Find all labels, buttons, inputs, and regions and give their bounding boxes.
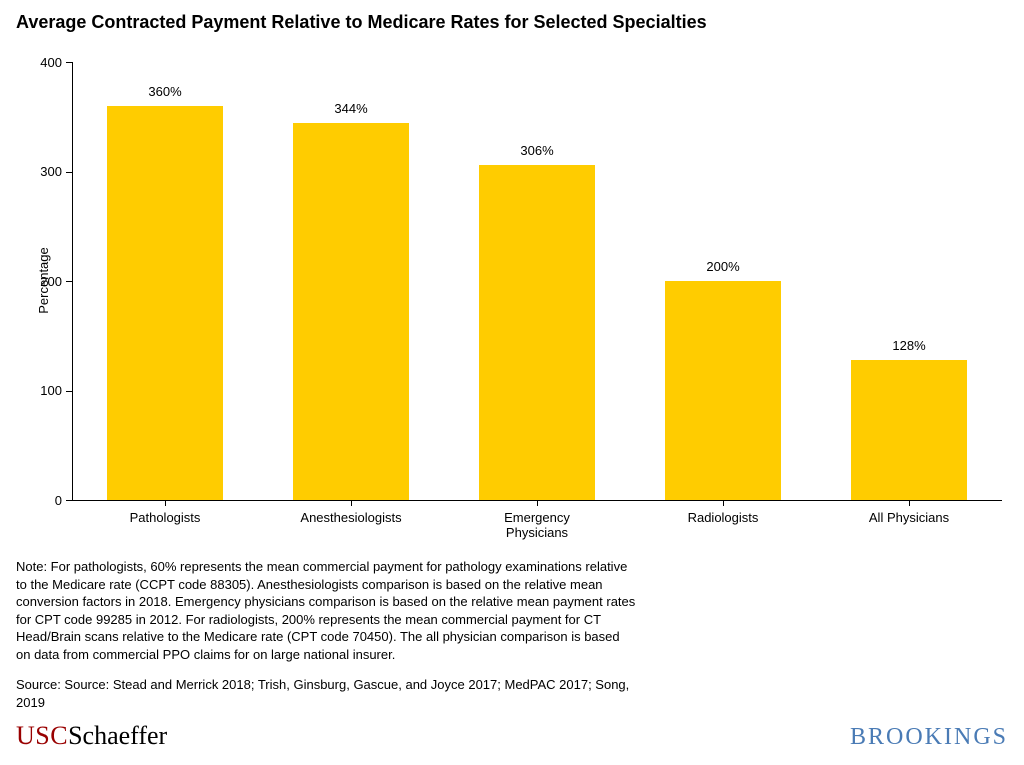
x-tick-label: EmergencyPhysicians [444, 510, 630, 540]
y-tick-label: 400 [22, 55, 62, 70]
bar [665, 281, 780, 500]
x-tick-label: Radiologists [630, 510, 816, 525]
x-tick-mark [537, 500, 538, 506]
usc-logo-text: USC [16, 721, 68, 750]
y-tick-label: 0 [22, 493, 62, 508]
bar [107, 106, 222, 500]
x-tick-label: All Physicians [816, 510, 1002, 525]
y-tick-mark [66, 500, 72, 501]
y-tick-mark [66, 62, 72, 63]
bar-value-label: 360% [148, 84, 181, 99]
schaeffer-logo-text: Schaeffer [68, 721, 167, 750]
bar-value-label: 344% [334, 101, 367, 116]
y-tick-mark [66, 281, 72, 282]
usc-schaeffer-logo: USCSchaeffer [16, 721, 167, 751]
bar-value-label: 306% [520, 143, 553, 158]
x-tick-label: Pathologists [72, 510, 258, 525]
bar-value-label: 128% [892, 338, 925, 353]
x-tick-mark [909, 500, 910, 506]
x-tick-mark [165, 500, 166, 506]
chart-title: Average Contracted Payment Relative to M… [16, 12, 707, 33]
brookings-logo: BROOKINGS [850, 724, 1008, 751]
y-tick-label: 300 [22, 164, 62, 179]
bar [479, 165, 594, 500]
y-tick-mark [66, 172, 72, 173]
source-text: Source: Source: Stead and Merrick 2018; … [16, 676, 636, 711]
bar [851, 360, 966, 500]
y-tick-label: 100 [22, 383, 62, 398]
bar-chart: 0100200300400Percentage360%Pathologists3… [72, 62, 1002, 500]
x-tick-label: Anesthesiologists [258, 510, 444, 525]
x-tick-mark [351, 500, 352, 506]
bar-value-label: 200% [706, 259, 739, 274]
y-tick-mark [66, 391, 72, 392]
bar [293, 123, 408, 500]
y-axis-line [72, 62, 73, 500]
note-text: Note: For pathologists, 60% represents t… [16, 558, 636, 663]
x-tick-mark [723, 500, 724, 506]
y-axis-label: Percentage [36, 247, 51, 314]
